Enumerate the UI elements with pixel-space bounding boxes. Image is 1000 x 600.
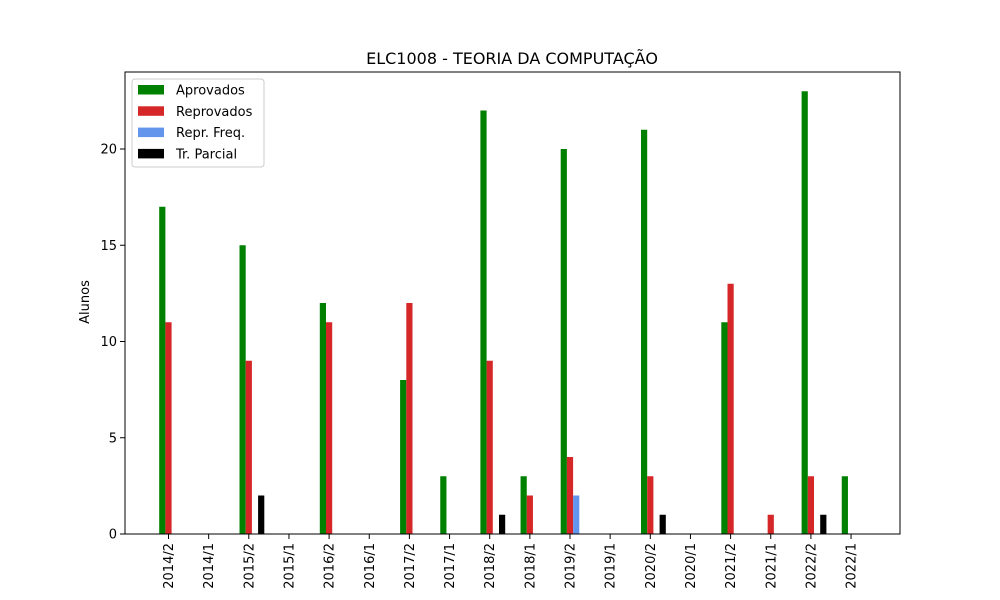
x-tick-label: 2018/2 — [483, 543, 498, 589]
bar-aprovados-2018-2 — [480, 110, 487, 534]
y-tick-label: 20 — [100, 143, 117, 158]
y-axis: 0 5 10 15 20 — [100, 143, 125, 543]
bar-reprovados-2021-2 — [727, 283, 734, 534]
x-tick-label: 2014/2 — [162, 543, 177, 589]
x-tick-label: 2015/1 — [282, 543, 297, 589]
bar-reprovados-2018-2 — [486, 360, 493, 534]
bar-aprovados-2022-1 — [841, 476, 848, 534]
legend-swatch — [138, 85, 164, 95]
legend-swatch — [138, 127, 164, 138]
bar-reprovados-2019-2 — [566, 457, 574, 534]
x-tick-label: 2017/2 — [403, 543, 418, 589]
x-axis: 2014/2 2014/1 2015/2 2015/1 2016/2 2016/1 2017… — [162, 534, 860, 589]
bar-reprovados-2015-2 — [245, 360, 252, 534]
legend: Aprovados Reprovados Repr. Freq. Tr. Parcia… — [131, 78, 265, 168]
x-tick-label: 2021/2 — [724, 543, 739, 589]
x-tick-label: 2018/1 — [523, 543, 538, 589]
bar-tr-parcial-2015-2 — [258, 495, 265, 534]
legend-label: Tr. Parcial — [175, 147, 237, 162]
x-tick-label: 2021/1 — [764, 543, 779, 589]
bar-reprovados-2014-2 — [165, 322, 172, 534]
bars-group — [159, 91, 848, 534]
bar-repr-freq-2019-2 — [573, 495, 580, 534]
bar-tr-parcial-2018-2 — [499, 514, 506, 534]
bar-reprovados-2022-2 — [807, 476, 814, 534]
y-tick-label: 5 — [109, 431, 117, 446]
bar-aprovados-2014-2 — [159, 206, 166, 534]
bar-reprovados-2016-2 — [326, 322, 333, 534]
bar-tr-parcial-2022-2 — [820, 514, 827, 534]
bar-aprovados-2018-1 — [520, 476, 527, 534]
bar-aprovados-2016-2 — [319, 303, 326, 534]
bar-reprovados-2021-1 — [767, 514, 774, 534]
x-tick-label: 2016/1 — [363, 543, 378, 589]
bar-reprovados-2018-1 — [526, 495, 533, 534]
x-tick-label: 2019/2 — [564, 543, 579, 589]
x-tick-label: 2022/2 — [804, 543, 819, 589]
bar-aprovados-2017-2 — [400, 380, 407, 534]
x-tick-label: 2020/1 — [684, 543, 699, 589]
y-tick-label: 0 — [109, 528, 117, 543]
y-tick-label: 15 — [100, 239, 117, 254]
bar-tr-parcial-2020-2 — [659, 514, 666, 534]
bar-aprovados-2017-1 — [440, 476, 447, 534]
bar-aprovados-2020-2 — [641, 129, 648, 534]
legend-label: Aprovados — [176, 84, 245, 99]
bar-aprovados-2019-2 — [560, 149, 567, 534]
chart-title: ELC1008 - TEORIA DA COMPUTAÇÃO — [366, 49, 658, 68]
x-tick-label: 2016/2 — [323, 543, 338, 589]
legend-swatch — [138, 106, 164, 116]
plot-frame — [124, 71, 901, 535]
legend-label: Repr. Freq. — [176, 126, 245, 141]
bar-reprovados-2017-2 — [406, 303, 413, 534]
bar-aprovados-2022-2 — [801, 91, 808, 534]
x-tick-label: 2020/2 — [644, 543, 659, 589]
bar-reprovados-2020-2 — [647, 476, 654, 534]
y-axis-label: Alunos — [78, 280, 93, 324]
y-tick-label: 10 — [100, 335, 117, 350]
legend-swatch — [138, 148, 164, 159]
legend-box — [131, 78, 265, 168]
x-tick-label: 2019/1 — [604, 543, 619, 589]
x-tick-label: 2017/1 — [443, 543, 458, 589]
legend-label: Reprovados — [176, 105, 253, 120]
x-tick-label: 2015/2 — [242, 543, 257, 589]
bar-aprovados-2021-2 — [721, 322, 728, 534]
x-tick-label: 2022/1 — [845, 543, 860, 589]
x-tick-label: 2014/1 — [202, 543, 217, 589]
bar-aprovados-2015-2 — [239, 245, 246, 534]
